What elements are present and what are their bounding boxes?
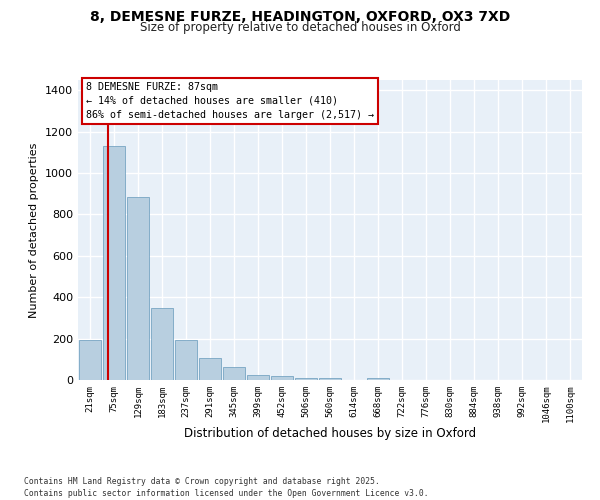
Bar bbox=[271, 376, 293, 380]
Bar bbox=[367, 378, 389, 380]
Bar bbox=[151, 308, 173, 380]
Bar bbox=[319, 378, 341, 380]
Text: Contains HM Land Registry data © Crown copyright and database right 2025.
Contai: Contains HM Land Registry data © Crown c… bbox=[24, 476, 428, 498]
Bar bbox=[199, 358, 221, 380]
Bar bbox=[223, 367, 245, 380]
X-axis label: Distribution of detached houses by size in Oxford: Distribution of detached houses by size … bbox=[184, 426, 476, 440]
Y-axis label: Number of detached properties: Number of detached properties bbox=[29, 142, 40, 318]
Bar bbox=[103, 146, 125, 380]
Text: 8 DEMESNE FURZE: 87sqm
← 14% of detached houses are smaller (410)
86% of semi-de: 8 DEMESNE FURZE: 87sqm ← 14% of detached… bbox=[86, 82, 374, 120]
Bar bbox=[127, 197, 149, 380]
Bar bbox=[175, 340, 197, 380]
Text: Size of property relative to detached houses in Oxford: Size of property relative to detached ho… bbox=[140, 21, 460, 34]
Text: 8, DEMESNE FURZE, HEADINGTON, OXFORD, OX3 7XD: 8, DEMESNE FURZE, HEADINGTON, OXFORD, OX… bbox=[90, 10, 510, 24]
Bar bbox=[247, 375, 269, 380]
Bar bbox=[295, 378, 317, 380]
Bar bbox=[79, 340, 101, 380]
